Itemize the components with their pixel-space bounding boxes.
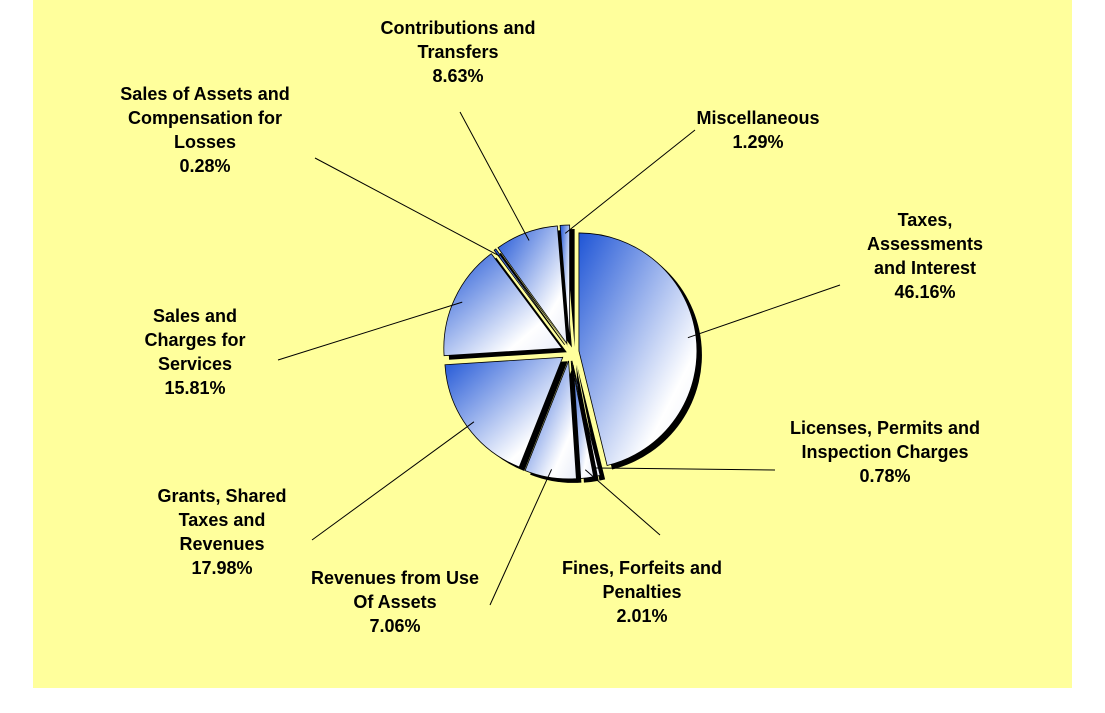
- slice: [497, 225, 568, 345]
- leader-line: [687, 284, 841, 339]
- value-label: 0.28%: [179, 156, 231, 176]
- data-label: Miscellaneous 1.29%: [678, 106, 838, 154]
- slice: [493, 248, 566, 345]
- slice-shadow: [576, 364, 606, 481]
- slice: [559, 224, 571, 344]
- data-label: Taxes, Assessments and Interest 46.16%: [855, 208, 995, 304]
- data-label: Licenses, Permits and Inspection Charges…: [785, 416, 985, 488]
- data-label: Sales and Charges for Services 15.81%: [135, 304, 255, 400]
- leader-line: [489, 469, 553, 606]
- data-label: Fines, Forfeits and Penalties 2.01%: [547, 556, 737, 628]
- leader-line: [584, 469, 661, 536]
- category-label: Revenues from Use Of Assets: [310, 568, 480, 612]
- data-label: Contributions and Transfers 8.63%: [348, 16, 568, 88]
- leader-line: [277, 301, 463, 361]
- category-label: Fines, Forfeits and Penalties: [561, 558, 723, 602]
- leader-line: [459, 111, 530, 241]
- value-label: 2.01%: [616, 606, 668, 626]
- slice-shadow: [576, 364, 599, 483]
- slice: [578, 232, 698, 466]
- category-label: Contributions and Transfers: [380, 18, 536, 62]
- category-label: Miscellaneous: [696, 108, 820, 128]
- value-label: 0.78%: [859, 466, 911, 486]
- slice-shadow: [499, 252, 570, 349]
- category-label: Sales and Charges for Services: [144, 306, 246, 374]
- value-label: 17.98%: [191, 558, 253, 578]
- value-label: 7.06%: [369, 616, 421, 636]
- category-label: Grants, Shared Taxes and Revenues: [157, 486, 287, 554]
- data-label: Grants, Shared Taxes and Revenues 17.98%: [137, 484, 307, 580]
- slice: [524, 360, 577, 480]
- slice: [443, 253, 563, 357]
- leader-line: [314, 157, 501, 257]
- leader-line: [311, 421, 475, 541]
- leader-line: [564, 129, 696, 234]
- value-label: 15.81%: [164, 378, 226, 398]
- data-label: Sales of Assets and Compensation for Los…: [105, 82, 305, 178]
- leader-line: [595, 467, 776, 471]
- value-label: 1.29%: [732, 132, 784, 152]
- category-label: Taxes, Assessments and Interest: [866, 210, 984, 278]
- category-label: Licenses, Permits and Inspection Charges: [789, 418, 981, 462]
- data-label: Revenues from Use Of Assets 7.06%: [310, 566, 480, 638]
- value-label: 8.63%: [432, 66, 484, 86]
- category-label: Sales of Assets and Compensation for Los…: [120, 84, 290, 152]
- value-label: 46.16%: [894, 282, 956, 302]
